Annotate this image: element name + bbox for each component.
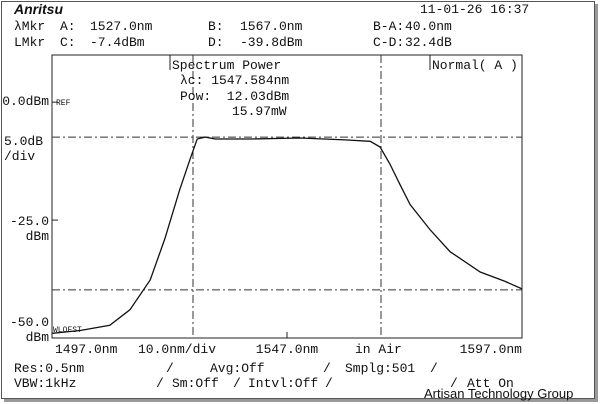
separator: /: [233, 376, 241, 391]
offset-label: WLOFST: [53, 326, 82, 335]
mode-label: Normal( A ): [432, 58, 518, 73]
span-label: 10.0nm/div: [138, 342, 217, 357]
setting: Smplg:501: [345, 361, 416, 376]
marker-readout: C-D:: [373, 35, 405, 50]
analysis-text: Spectrum Power: [172, 58, 282, 73]
separator: /: [156, 376, 164, 391]
spectrum-trace: [51, 136, 523, 334]
setting: Intvl:Off: [248, 376, 319, 391]
marker-readout: B:: [208, 19, 224, 34]
y-tick-label: -50.0 dBm: [9, 315, 49, 345]
setting: Res:0.5nm: [14, 361, 85, 376]
marker-readout: A:: [60, 19, 76, 34]
x-tick-label: 1547.0nm: [255, 342, 319, 357]
setting: Avg:Off: [210, 361, 265, 376]
marker-readout: -39.8dBm: [240, 35, 303, 50]
x-tick-label: 1597.0nm: [459, 342, 522, 357]
analysis-text: Pow: 12.03dBm: [180, 89, 290, 104]
setting: Att On: [467, 376, 514, 391]
marker-readout: 1527.0nm: [90, 19, 153, 34]
medium-label: in Air: [355, 342, 402, 357]
scale-label: 5.0dB /div: [4, 134, 44, 164]
setting: VBW:1kHz: [14, 376, 77, 391]
analysis-text: λc: 1547.584nm: [180, 73, 290, 88]
ref-label: REF: [56, 99, 71, 109]
separator: /: [323, 361, 331, 376]
marker-readout: C:: [60, 35, 76, 50]
marker-readout: B-A:: [373, 19, 405, 34]
marker-readout: 40.0nm: [405, 19, 452, 34]
marker-readout: 32.4dB: [405, 35, 452, 50]
y-tick-label: 0.0dBm: [2, 94, 49, 110]
marker-readout: λMkr: [14, 19, 46, 34]
marker-readout: -7.4dBm: [90, 35, 145, 50]
x-tick-label: 1497.0nm: [55, 342, 118, 357]
marker-readout: 1567.0nm: [240, 19, 303, 34]
analysis-text: 15.97mW: [232, 104, 287, 119]
watermark: Artisan Technology Group: [424, 386, 574, 401]
marker-readout: LMkr: [14, 35, 46, 50]
logo: Anritsu: [14, 1, 63, 17]
separator: /: [430, 361, 438, 376]
separator: /: [325, 376, 333, 391]
marker-readout: D:: [208, 35, 224, 50]
datetime: 11-01-26 16:37: [420, 2, 530, 17]
setting: Sm:Off: [172, 376, 219, 391]
screen-frame: [1, 1, 595, 399]
separator: /: [166, 361, 174, 376]
y-tick-label: -25.0 dBm: [9, 214, 49, 245]
separator: /: [450, 376, 458, 391]
